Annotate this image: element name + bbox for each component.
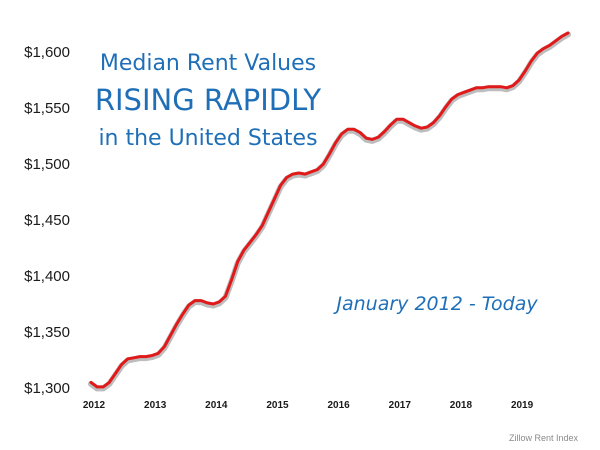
- title-line-2: RISING RAPIDLY: [95, 83, 322, 117]
- y-tick-label: $1,550: [24, 100, 70, 117]
- x-tick-label: 2014: [205, 400, 228, 411]
- title-line-3: in the United States: [98, 126, 317, 151]
- x-tick-label: 2016: [327, 400, 350, 411]
- y-tick-label: $1,400: [24, 268, 70, 285]
- y-tick-label: $1,600: [24, 44, 70, 61]
- y-tick-label: $1,300: [24, 380, 70, 397]
- x-tick-label: 2013: [144, 400, 167, 411]
- plot-area: [88, 31, 571, 392]
- y-tick-label: $1,350: [24, 324, 70, 341]
- y-axis-ticks: $1,300 $1,350 $1,400 $1,450 $1,500 $1,550 $1,6…: [24, 44, 70, 397]
- source-label: Zillow Rent Index: [509, 433, 579, 443]
- x-tick-label: 2019: [511, 400, 534, 411]
- x-axis-ticks: 2012 2013 2014 2015 2016 2017 2018 2019: [83, 400, 534, 411]
- x-tick-label: 2017: [389, 400, 412, 411]
- x-tick-label: 2015: [266, 400, 289, 411]
- chart-subtitle: January 2012 - Today: [332, 293, 538, 315]
- y-tick-label: $1,500: [24, 156, 70, 173]
- series-line: [89, 31, 570, 389]
- x-tick-label: 2018: [450, 400, 473, 411]
- x-tick-label: 2012: [83, 400, 106, 411]
- chart-title: Median Rent Values RISING RAPIDLY in the…: [95, 51, 322, 151]
- y-tick-label: $1,450: [24, 212, 70, 229]
- title-line-1: Median Rent Values: [100, 51, 316, 76]
